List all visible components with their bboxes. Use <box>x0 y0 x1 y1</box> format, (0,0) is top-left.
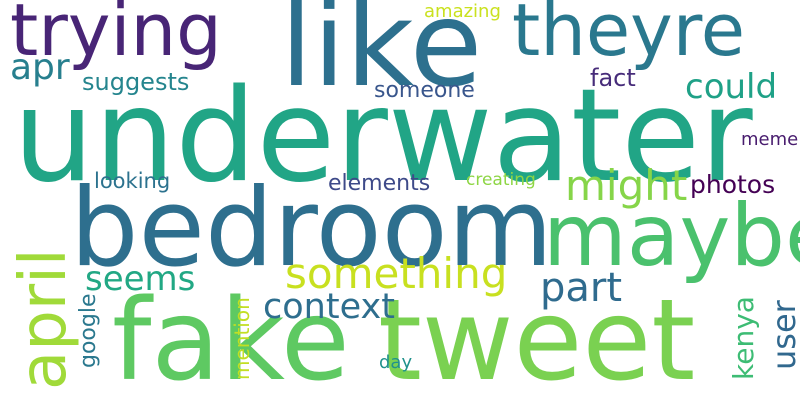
word-maybe: maybe <box>543 186 800 286</box>
word-mention: mention <box>230 297 254 380</box>
word-fake: fake <box>112 276 350 400</box>
word-photos: photos <box>690 170 776 199</box>
word-google: google <box>76 293 101 369</box>
word-meme: meme <box>741 129 799 150</box>
word-theyre: theyre <box>512 0 746 72</box>
word-suggests: suggests <box>82 68 190 96</box>
word-kenya: kenya <box>727 296 760 380</box>
word-fact: fact <box>590 64 636 92</box>
word-looking: looking <box>94 169 171 193</box>
word-day: day <box>379 352 413 373</box>
word-user: user <box>765 300 800 370</box>
word-april: april <box>7 248 81 390</box>
word-elements: elements <box>328 171 431 196</box>
word-might: might <box>565 161 688 210</box>
word-apr: apr <box>10 47 70 88</box>
word-could: could <box>685 67 778 107</box>
word-context: context <box>263 287 395 327</box>
word-creating: creating <box>466 170 536 190</box>
word-someone: someone <box>374 78 475 103</box>
word-part: part <box>540 265 623 311</box>
word-bedroom: bedroom <box>70 166 553 291</box>
word-something: something <box>285 249 508 298</box>
word-like: like <box>280 0 483 113</box>
word-underwater: underwater <box>13 62 753 211</box>
word-trying: trying <box>10 0 222 72</box>
word-tweet: tweet <box>378 276 696 400</box>
word-amazing: amazing <box>424 1 501 22</box>
word-seems: seems <box>85 259 196 299</box>
